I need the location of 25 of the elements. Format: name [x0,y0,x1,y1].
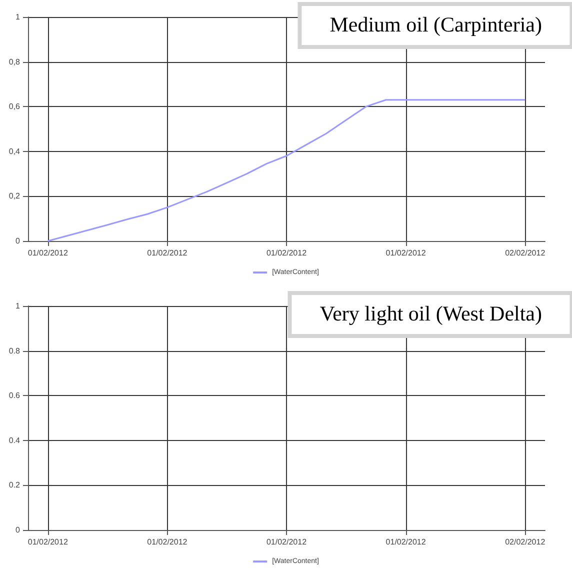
y-tick-label: 0.4 [8,436,21,445]
y-tick-label: 0,8 [8,57,21,66]
y-tick-label: 1 [16,12,21,22]
chart-title: Medium oil (Carpinteria) [330,12,542,36]
y-tick-label: 1 [16,302,21,310]
x-tick-label: 01/02/2012 [266,538,308,546]
y-tick-label: 0,2 [8,192,21,201]
chart-title: Very light oil (West Delta) [320,302,542,326]
y-tick-label: 0 [16,526,21,534]
x-tick-label: 02/02/2012 [505,538,546,546]
y-tick-label: 0,4 [8,146,21,156]
y-tick-label: 0 [16,236,21,246]
x-tick-label: 01/02/2012 [147,538,188,546]
y-tick-label: 0.2 [8,480,21,490]
line-series [47,99,526,242]
y-tick-label: 0,6 [8,102,21,112]
x-tick-label: 01/02/2012 [266,248,308,258]
x-tick-label: 01/02/2012 [28,538,68,546]
x-tick-label: 01/02/2012 [386,248,426,258]
x-tick-label: 01/02/2012 [147,248,188,258]
y-tick-label: 0.6 [8,391,21,400]
x-tick-label: 02/02/2012 [505,248,546,258]
x-tick-label: 01/02/2012 [386,538,426,546]
x-tick-label: 01/02/2012 [28,248,68,258]
y-tick-label: 0.8 [8,346,21,356]
